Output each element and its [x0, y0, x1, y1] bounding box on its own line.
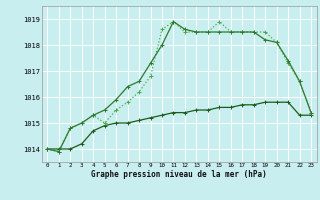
X-axis label: Graphe pression niveau de la mer (hPa): Graphe pression niveau de la mer (hPa) [91, 170, 267, 179]
